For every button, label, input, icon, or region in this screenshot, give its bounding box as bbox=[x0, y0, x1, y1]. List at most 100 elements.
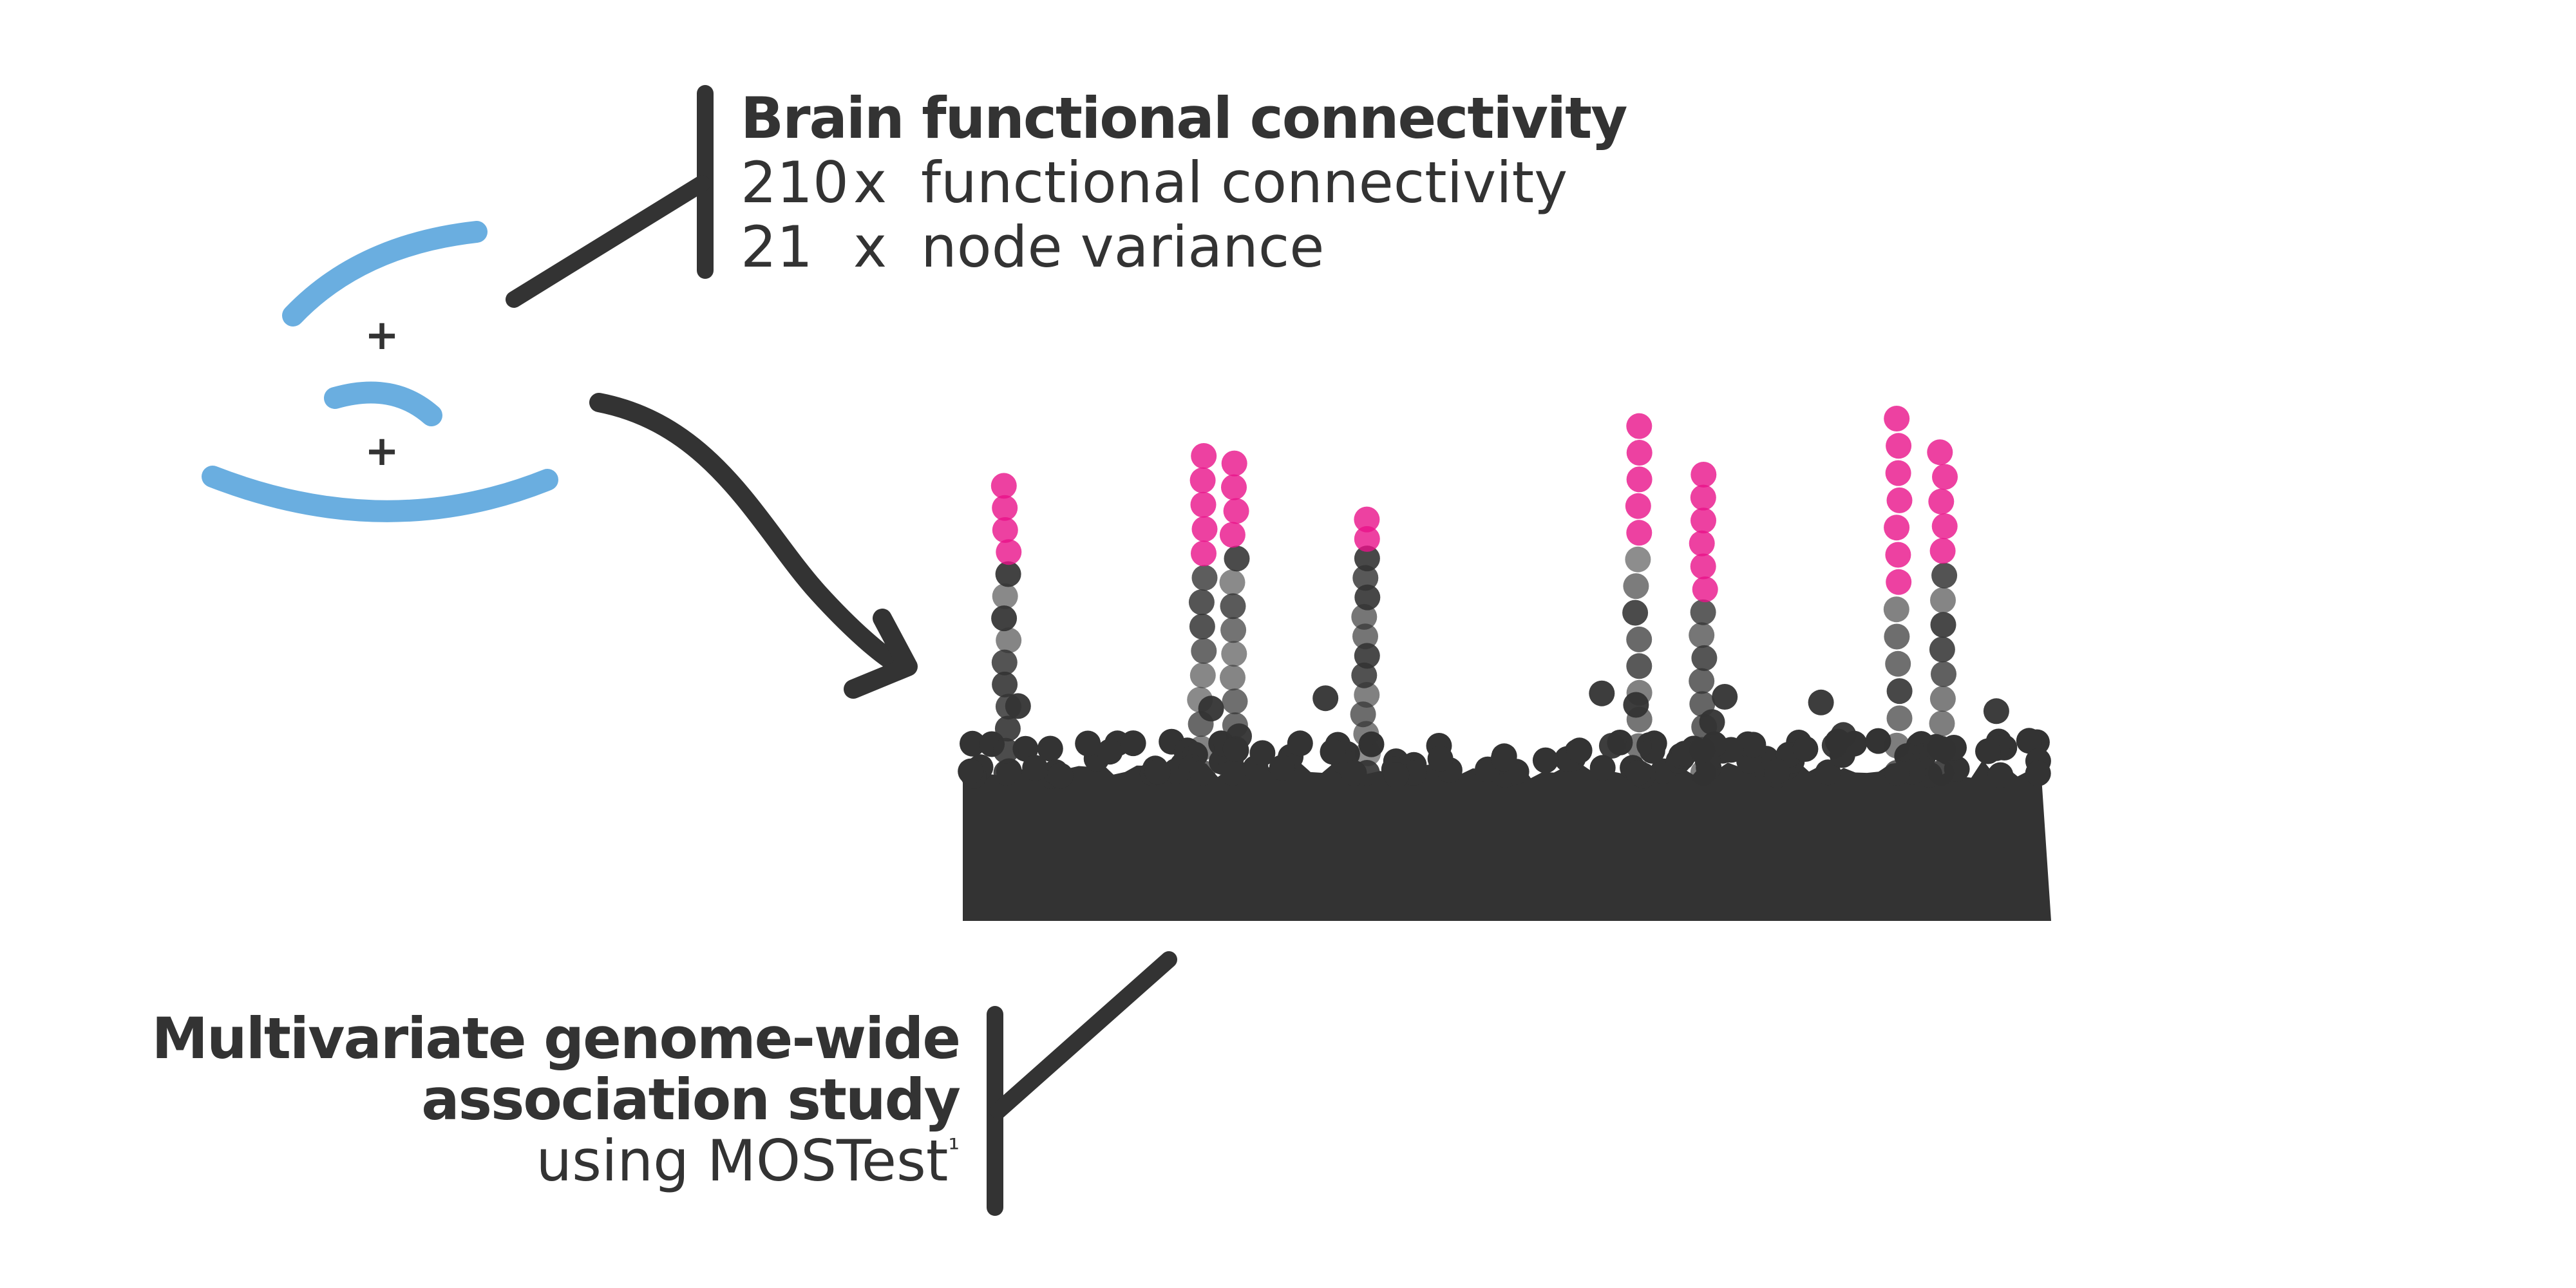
significant-point bbox=[992, 517, 1018, 543]
background-point bbox=[1821, 732, 1848, 759]
peak-point bbox=[1689, 622, 1715, 649]
plus-sign-2: + bbox=[365, 428, 399, 475]
background-point bbox=[1287, 730, 1313, 757]
peak-point bbox=[1354, 545, 1380, 572]
peak-point bbox=[1626, 706, 1653, 733]
significant-point bbox=[1354, 526, 1380, 552]
background-point bbox=[1012, 735, 1039, 762]
peak-point bbox=[1927, 735, 1953, 761]
significant-point bbox=[990, 473, 1017, 499]
background-point bbox=[1144, 759, 1171, 785]
peak-point bbox=[1884, 732, 1910, 759]
significant-point bbox=[1219, 522, 1245, 548]
peak-point bbox=[1885, 650, 1911, 677]
significant-point bbox=[1223, 498, 1249, 524]
manhattan-plot bbox=[958, 406, 2051, 921]
peak-point bbox=[1187, 687, 1213, 713]
background-point bbox=[960, 730, 985, 757]
peak-point bbox=[1220, 617, 1247, 643]
peak-point bbox=[1220, 665, 1245, 691]
peak-point bbox=[1689, 668, 1715, 694]
peak-point bbox=[992, 583, 1018, 609]
significant-point bbox=[1690, 484, 1716, 511]
peak-point bbox=[1929, 686, 1956, 712]
row-count-connectivity: 210 bbox=[741, 149, 849, 216]
background-point bbox=[1589, 755, 1616, 781]
peak-point bbox=[1188, 735, 1215, 762]
brain-arc-bottom bbox=[202, 466, 558, 522]
background-point bbox=[1120, 730, 1146, 757]
dense-band bbox=[963, 760, 2051, 921]
background-point bbox=[958, 758, 984, 784]
significant-point bbox=[1221, 474, 1247, 500]
background-point bbox=[1383, 762, 1410, 788]
peak-point bbox=[1884, 623, 1910, 650]
significant-point bbox=[1690, 553, 1716, 580]
row-times-variance: x bbox=[853, 214, 887, 280]
significant-point bbox=[992, 495, 1018, 521]
significant-point bbox=[1191, 443, 1217, 469]
peak-point bbox=[1623, 573, 1649, 600]
significant-point bbox=[1884, 406, 1910, 431]
peak-point bbox=[1626, 679, 1653, 706]
peak-point bbox=[1222, 688, 1248, 715]
significant-point bbox=[1626, 440, 1653, 466]
background-point bbox=[1312, 685, 1339, 712]
background-point bbox=[1792, 736, 1819, 762]
background-point bbox=[1047, 762, 1074, 789]
peak-point bbox=[1886, 705, 1913, 732]
peak-point bbox=[1883, 596, 1909, 623]
significant-point bbox=[1886, 433, 1912, 459]
significant-point bbox=[1189, 467, 1216, 493]
peak-point bbox=[994, 715, 1021, 742]
peak-point bbox=[1690, 760, 1716, 786]
background-point bbox=[2025, 760, 2051, 786]
peak-point bbox=[1930, 587, 1956, 613]
peak-point bbox=[1219, 569, 1245, 596]
peak-point bbox=[1220, 593, 1246, 620]
peak-point bbox=[1351, 662, 1378, 688]
peak-point bbox=[1224, 545, 1250, 572]
footer-method: using MOSTest bbox=[536, 1128, 949, 1195]
header-bracket bbox=[506, 85, 714, 308]
peak-point bbox=[991, 605, 1018, 632]
peak-point bbox=[1354, 584, 1381, 611]
peak-point bbox=[1929, 710, 1955, 737]
background-point bbox=[1427, 746, 1454, 772]
header-title: Brain functional connectivity bbox=[741, 85, 1628, 151]
background-point bbox=[1075, 730, 1101, 757]
background-point bbox=[1320, 739, 1346, 765]
significant-point bbox=[1626, 413, 1653, 439]
significant-point bbox=[1692, 576, 1718, 603]
footer-bracket bbox=[987, 951, 1177, 1216]
peak-point bbox=[1929, 636, 1955, 663]
peak-point bbox=[991, 649, 1018, 676]
peak-point bbox=[993, 760, 1019, 786]
peak-point bbox=[1884, 760, 1910, 786]
peak-point bbox=[1191, 638, 1217, 664]
significant-point bbox=[1927, 439, 1953, 466]
peak-point bbox=[1188, 711, 1214, 737]
significant-point bbox=[1625, 493, 1651, 519]
background-point bbox=[1983, 698, 2009, 724]
peak-point bbox=[1625, 546, 1651, 573]
row-times-connectivity: x bbox=[853, 149, 887, 216]
peak-point bbox=[1931, 562, 1958, 589]
significant-point bbox=[996, 539, 1022, 565]
background-point bbox=[1589, 680, 1615, 706]
footer-text: Multivariate genome-wide association stu… bbox=[151, 1008, 961, 1195]
peak-point bbox=[1352, 623, 1378, 650]
peak-point bbox=[1625, 733, 1652, 759]
peak-point bbox=[1626, 626, 1653, 652]
background-point bbox=[1740, 732, 1766, 758]
peak-point bbox=[1189, 613, 1215, 639]
row-label-variance: node variance bbox=[921, 214, 1325, 280]
peak-point bbox=[1886, 678, 1913, 705]
peak-point bbox=[1189, 760, 1216, 786]
brain-arc-middle bbox=[324, 381, 442, 426]
peak-point bbox=[1353, 721, 1379, 747]
peak-point bbox=[1350, 701, 1376, 728]
background-point bbox=[2016, 728, 2042, 754]
significant-point bbox=[1928, 488, 1955, 515]
